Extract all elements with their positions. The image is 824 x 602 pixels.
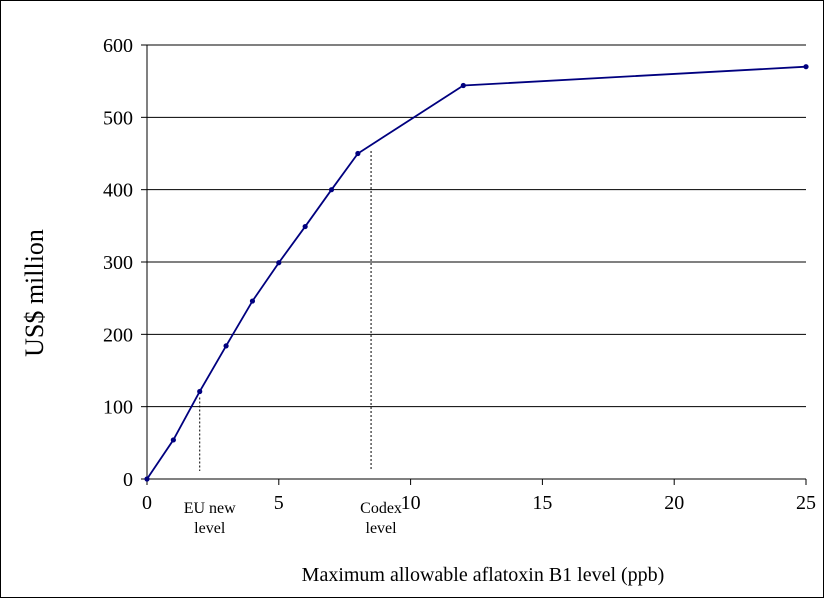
x-axis-title: Maximum allowable aflatoxin B1 level (pp… (302, 564, 665, 586)
y-tick-label-500: 500 (103, 107, 133, 129)
y-tick-label-200: 200 (103, 324, 133, 346)
x-tick-labels: 0 5 10 15 20 25 (142, 492, 816, 514)
annotation-label-0-1: level (194, 520, 226, 537)
y-tick-label-100: 100 (103, 397, 133, 419)
y-tick-label-300: 300 (103, 252, 133, 274)
data-point-0-1 (170, 437, 176, 443)
data-point-0-5 (276, 260, 282, 266)
data-point-0-0 (144, 476, 150, 482)
data-point-0-7 (328, 187, 335, 193)
x-tick-label-15: 15 (532, 492, 552, 514)
data-point-0-2 (197, 388, 203, 395)
x-tick-label-10: 10 (401, 492, 421, 514)
data-point-0-8 (355, 150, 361, 157)
annotation-label-0-0: EU new (184, 500, 236, 517)
annotation-label-1-1: level (366, 520, 398, 537)
x-tick-label-0: 0 (142, 492, 152, 514)
data-point-0-3 (223, 343, 229, 349)
data-point-0-10 (803, 64, 809, 70)
x-tick-label-5: 5 (274, 492, 284, 514)
data-point-0-9 (460, 82, 466, 89)
data-point-0-6 (302, 223, 308, 230)
x-tick-label-25: 25 (796, 492, 816, 514)
annotations: EU new level Codex level (184, 151, 402, 537)
y-tick-labels: 0 100 200 300 400 500 600 (103, 35, 133, 491)
y-tick-label-600: 600 (103, 35, 133, 57)
series-line-0 (146, 65, 807, 480)
y-tick-label-0: 0 (123, 469, 133, 491)
x-tick-label-20: 20 (664, 492, 684, 514)
annotation-label-1-0: Codex (360, 500, 402, 517)
y-axis-title: US$ million (20, 229, 49, 357)
y-tick-label-400: 400 (103, 180, 133, 202)
series (144, 64, 809, 482)
data-point-0-4 (249, 298, 256, 304)
gridlines (147, 44, 806, 408)
axes (141, 44, 807, 485)
